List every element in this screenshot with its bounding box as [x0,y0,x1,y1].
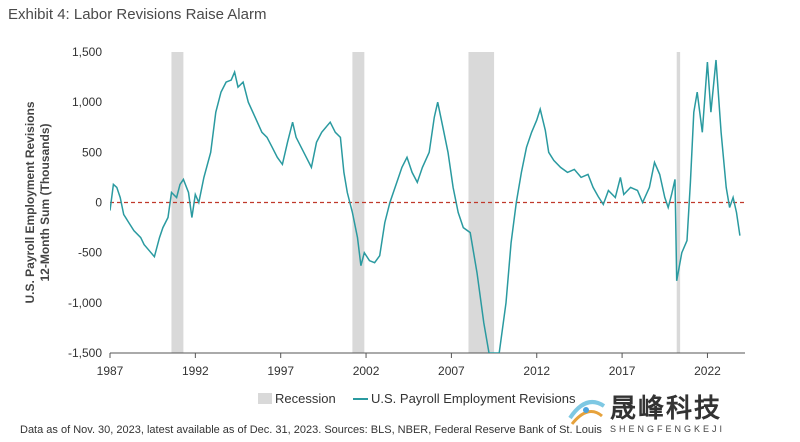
series-layer [110,59,741,353]
y-tick-label: -1,000 [68,296,102,310]
watermark-chinese: 晟峰科技 [610,394,723,424]
y-tick-label: 1,500 [72,45,102,59]
y-tick-label: 0 [95,196,102,210]
legend-label-recession: Recession [275,391,336,406]
watermark-logo-icon [568,400,606,425]
x-tick-label: 2002 [353,364,380,378]
legend-label-series: U.S. Payroll Employment Revisions [371,391,576,406]
chart: 1,500 1,000 500 0 -500 -1,000 -1,500 1987 1992 19… [23,45,745,406]
x-tick-label: 1987 [97,364,124,378]
y-axis-label-line: 12-Month Sum (Thousands) [38,124,52,282]
x-tick-label: 1992 [182,364,209,378]
y-axis-label: U.S. Payroll Employment Revisions12-Mont… [23,101,52,303]
axes: 1,500 1,000 500 0 -500 -1,000 -1,500 1987 1992 19… [23,45,745,378]
legend: Recession U.S. Payroll Employment Revisio… [258,391,576,406]
x-tick-label: 1997 [267,364,294,378]
x-tick-label: 2017 [609,364,636,378]
x-tick-label: 2007 [438,364,465,378]
y-tick-label: 500 [82,145,102,159]
y-tick-label: -500 [78,246,102,260]
exhibit-title: Exhibit 4: Labor Revisions Raise Alarm [8,6,267,23]
y-tick-label: 1,000 [72,95,102,109]
y-axis-label-line: U.S. Payroll Employment Revisions [23,101,37,303]
watermark-english: SHENGFENGKEJI [610,424,726,434]
recession-band [171,52,184,353]
series-line [110,59,741,353]
legend-swatch-recession [258,393,272,404]
y-tick-label: -1,500 [68,346,102,360]
x-tick-label: 2012 [523,364,550,378]
watermark: 晟峰科技 SHENGFENGKEJI [560,384,796,440]
source-note: Data as of Nov. 30, 2023, latest availab… [20,424,602,436]
x-tick-label: 2022 [694,364,721,378]
